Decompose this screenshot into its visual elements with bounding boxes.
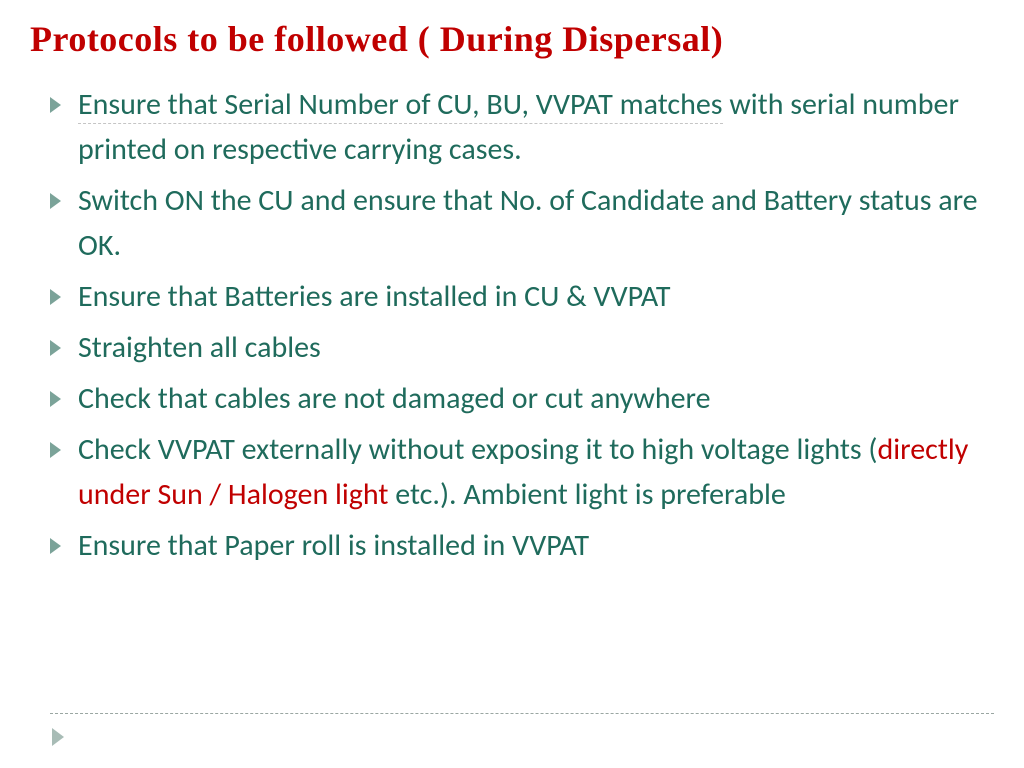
footer-arrow-icon <box>52 728 64 746</box>
list-item: Ensure that Paper roll is installed in V… <box>50 523 994 568</box>
slide-title: Protocols to be followed ( During Disper… <box>30 18 994 60</box>
text-segment: etc.). Ambient light is preferable <box>388 476 785 513</box>
list-item: Switch ON the CU and ensure that No. of … <box>50 178 994 268</box>
footer-divider <box>50 713 994 714</box>
list-item: Straighten all cables <box>50 325 994 370</box>
text-segment: Ensure that Paper roll is installed in V… <box>78 527 589 564</box>
text-segment: Ensure that Serial Number of CU, BU, VVP… <box>78 86 723 124</box>
text-segment: Ensure that Batteries are installed in C… <box>78 278 671 315</box>
text-segment: Check that cables are not damaged or cut… <box>78 380 711 417</box>
list-item: Check VVPAT externally without exposing … <box>50 427 994 517</box>
list-item: Check that cables are not damaged or cut… <box>50 376 994 421</box>
list-item: Ensure that Batteries are installed in C… <box>50 274 994 319</box>
text-segment: Switch ON the CU and ensure that No. of … <box>78 182 978 264</box>
list-item: Ensure that Serial Number of CU, BU, VVP… <box>50 82 994 172</box>
text-segment: Straighten all cables <box>78 329 321 366</box>
protocol-list: Ensure that Serial Number of CU, BU, VVP… <box>30 82 994 568</box>
text-segment: Check VVPAT externally without exposing … <box>78 431 878 468</box>
